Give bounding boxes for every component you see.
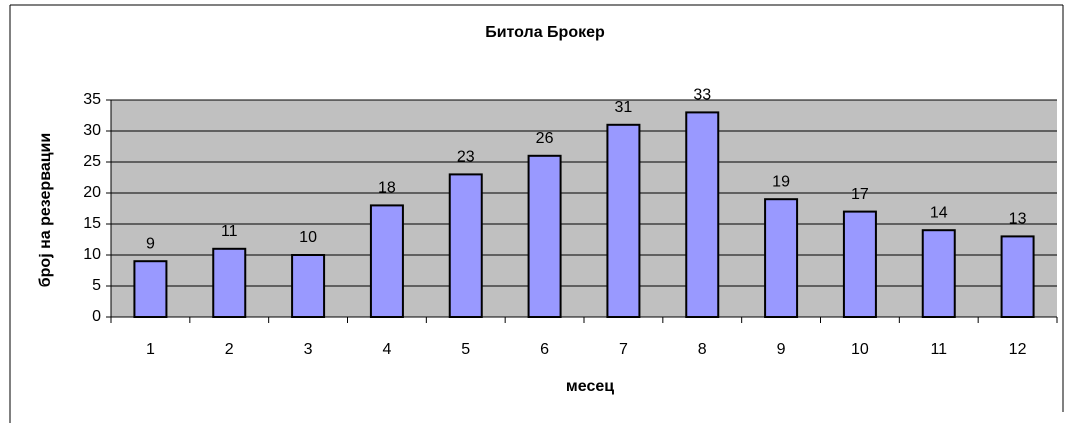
y-tick-label: 0 [92, 308, 101, 325]
data-label: 14 [930, 204, 948, 221]
bar [842, 210, 877, 319]
y-tick-label: 35 [83, 91, 101, 108]
x-tick-label: 10 [851, 341, 869, 358]
x-tick-label: 2 [225, 341, 234, 358]
x-tick-label: 9 [777, 341, 786, 358]
x-tick-label: 3 [304, 341, 313, 358]
bar [212, 247, 247, 318]
chart-title: Битола Брокер [485, 24, 605, 41]
y-axis-label: број на резервации [37, 133, 54, 287]
x-tick-label: 7 [619, 341, 628, 358]
y-tick-label: 30 [83, 122, 101, 139]
x-tick-label: 12 [1009, 341, 1027, 358]
x-tick-label: 4 [382, 341, 391, 358]
data-label: 11 [221, 223, 238, 240]
x-tick-label: 8 [698, 341, 707, 358]
bar [606, 123, 641, 318]
bar [448, 173, 483, 318]
data-label: 31 [615, 99, 633, 116]
x-tick-label: 5 [461, 341, 470, 358]
x-tick-label: 11 [930, 341, 947, 358]
data-label: 23 [457, 149, 475, 166]
y-tick-label: 5 [92, 277, 101, 294]
y-tick-label: 25 [83, 153, 101, 170]
data-label: 18 [378, 180, 396, 197]
x-tick-label: 1 [146, 341, 155, 358]
bar [921, 229, 956, 318]
plot-area [111, 100, 1057, 317]
data-label: 13 [1009, 211, 1027, 228]
data-label: 26 [536, 130, 554, 147]
data-label: 17 [851, 186, 869, 203]
bar [133, 260, 168, 319]
x-tick-label: 6 [540, 341, 549, 358]
data-label: 10 [299, 229, 317, 246]
y-tick-label: 20 [83, 184, 101, 201]
bar [764, 198, 799, 318]
data-label: 33 [693, 87, 711, 104]
data-label: 19 [772, 173, 790, 190]
y-tick-label: 15 [83, 215, 101, 232]
bar [1000, 235, 1035, 318]
bar [527, 154, 562, 318]
bar [685, 111, 720, 319]
x-axis-label: месец [566, 378, 614, 395]
bar [369, 204, 404, 318]
data-label: 9 [146, 235, 155, 252]
bar [291, 254, 326, 318]
y-tick-label: 10 [83, 246, 101, 263]
